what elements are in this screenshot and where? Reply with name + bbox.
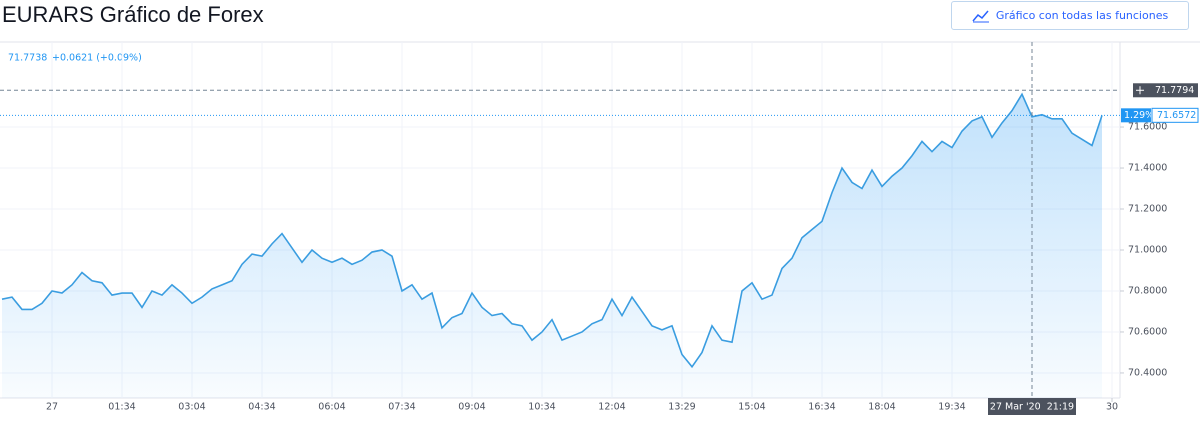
x-tick-label: 16:34 (808, 402, 835, 413)
x-tick-label: 04:34 (248, 402, 275, 413)
x-tick-label: 07:34 (388, 402, 415, 413)
x-tick-label: 01:34 (108, 402, 135, 413)
y-tick-label: 71.4000 (1128, 163, 1167, 174)
crosshair-price-box (1133, 83, 1198, 98)
legend-change: +0.0621 (+0.09%) (52, 53, 142, 64)
x-tick-label: 13:29 (668, 402, 695, 413)
crosshair-price-label: 71.7794 (1155, 85, 1194, 96)
area (2, 94, 1102, 398)
x-tick-label: 12:04 (598, 402, 625, 413)
last-change-label: 1.29% (1124, 110, 1154, 121)
x-tick-label: 10:34 (528, 402, 555, 413)
y-tick-label: 71.2000 (1128, 204, 1167, 215)
x-tick-label: 06:04 (318, 402, 345, 413)
x-tick-label: 19:34 (938, 402, 965, 413)
x-tick-label: 03:04 (178, 402, 205, 413)
x-tick-label: 30 (1106, 402, 1118, 413)
last-price-label: 71.6572 (1157, 110, 1196, 121)
y-tick-label: 70.6000 (1128, 326, 1167, 337)
chart-icon (972, 10, 989, 22)
crosshair-time-box (988, 398, 1076, 415)
legend-quote: 71.7738 (8, 53, 47, 64)
y-tick-label: 71.0000 (1128, 244, 1167, 255)
full-chart-button[interactable]: Gráfico con todas las funciones (951, 1, 1189, 30)
line (1, 92, 1103, 369)
x-tick-label: 27 (46, 402, 58, 413)
crosshair-time-label: 27 Mar '20 21:19 (990, 402, 1074, 413)
last-price-box (1151, 107, 1199, 123)
x-tick-label: 15:04 (738, 402, 765, 413)
y-tick-label: 70.4000 (1128, 367, 1167, 378)
x-tick-label: 09:04 (458, 402, 485, 413)
last-change-box (1121, 108, 1151, 123)
x-tick-label: 18:04 (868, 402, 895, 413)
page-title: EURARS Gráfico de Forex (2, 2, 264, 27)
y-tick-label: 70.8000 (1128, 285, 1167, 296)
y-tick-label: 71.6000 (1128, 122, 1167, 133)
button-label: Gráfico con todas las funciones (995, 9, 1169, 22)
